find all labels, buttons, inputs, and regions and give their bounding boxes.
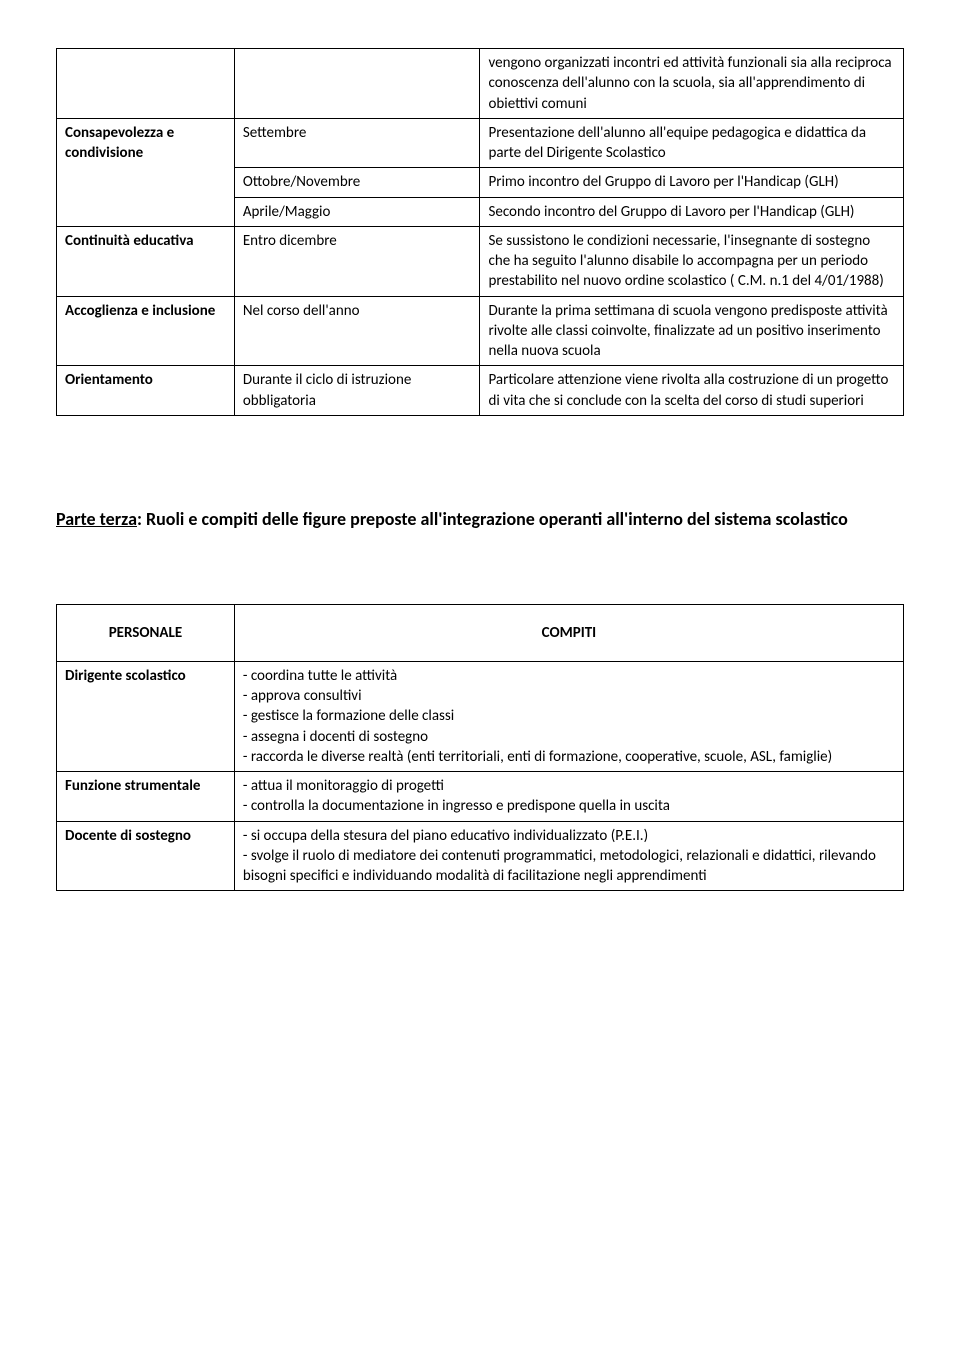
schedule-table: vengono organizzati incontri ed attività…: [56, 48, 904, 416]
roles-item: - raccorda le diverse realtà (enti terri…: [243, 747, 895, 767]
roles-item: - controlla la documentazione in ingress…: [243, 796, 895, 816]
roles-item: - svolge il ruolo di mediatore dei conte…: [243, 846, 895, 887]
roles-item: - gestisce la formazione delle classi: [243, 706, 895, 726]
schedule-desc: Primo incontro del Gruppo di Lavoro per …: [480, 168, 904, 197]
schedule-desc: vengono organizzati incontri ed attività…: [480, 49, 904, 119]
roles-item: - coordina tutte le attività: [243, 666, 895, 686]
schedule-timing: Aprile/Maggio: [234, 197, 480, 226]
roles-row: Docente di sostegno - si occupa della ste…: [57, 821, 904, 891]
schedule-desc: Particolare attenzione viene rivolta all…: [480, 366, 904, 416]
schedule-timing: Durante il ciclo di istruzione obbligato…: [234, 366, 480, 416]
schedule-label: Accoglienza e inclusione: [57, 296, 235, 366]
schedule-row: Continuità educativaEntro dicembreSe sus…: [57, 226, 904, 296]
schedule-row: Accoglienza e inclusioneNel corso dell'a…: [57, 296, 904, 366]
roles-label: Funzione strumentale: [57, 772, 235, 822]
roles-items: - attua il monitoraggio di progetti- con…: [234, 772, 903, 822]
roles-header-right: COMPITI: [234, 604, 903, 661]
schedule-label: Continuità educativa: [57, 226, 235, 296]
section-heading-rest: : Ruoli e compiti delle figure preposte …: [137, 508, 848, 530]
roles-items: - coordina tutte le attività- approva co…: [234, 661, 903, 771]
roles-item: - attua il monitoraggio di progetti: [243, 776, 895, 796]
schedule-label: Consapevolezza e condivisione: [57, 118, 235, 226]
schedule-label: Orientamento: [57, 366, 235, 416]
schedule-row: vengono organizzati incontri ed attività…: [57, 49, 904, 119]
schedule-timing: Ottobre/Novembre: [234, 168, 480, 197]
roles-table: PERSONALE COMPITI Dirigente scolastico- …: [56, 604, 904, 892]
schedule-desc: Durante la prima settimana di scuola ven…: [480, 296, 904, 366]
schedule-desc: Presentazione dell'alunno all'equipe ped…: [480, 118, 904, 168]
roles-row: Funzione strumentale- attua il monitorag…: [57, 772, 904, 822]
section-heading-lead: Parte terza: [56, 508, 137, 530]
section-heading: Parte terza: Ruoli e compiti delle figur…: [56, 506, 904, 534]
roles-label: Docente di sostegno: [57, 821, 235, 891]
schedule-label: [57, 49, 235, 119]
schedule-timing: Settembre: [234, 118, 480, 168]
roles-header-row: PERSONALE COMPITI: [57, 604, 904, 661]
schedule-timing: Entro dicembre: [234, 226, 480, 296]
schedule-row: Consapevolezza e condivisioneSettembrePr…: [57, 118, 904, 168]
schedule-row: OrientamentoDurante il ciclo di istruzio…: [57, 366, 904, 416]
schedule-timing: Nel corso dell'anno: [234, 296, 480, 366]
roles-items: - si occupa della stesura del piano educ…: [234, 821, 903, 891]
roles-item: - assegna i docenti di sostegno: [243, 727, 895, 747]
schedule-timing: [234, 49, 480, 119]
roles-item: - si occupa della stesura del piano educ…: [243, 826, 895, 846]
schedule-desc: Se sussistono le condizioni necessarie, …: [480, 226, 904, 296]
roles-row: Dirigente scolastico- coordina tutte le …: [57, 661, 904, 771]
roles-label: Dirigente scolastico: [57, 661, 235, 771]
roles-item: - approva consultivi: [243, 686, 895, 706]
roles-header-left: PERSONALE: [57, 604, 235, 661]
schedule-desc: Secondo incontro del Gruppo di Lavoro pe…: [480, 197, 904, 226]
